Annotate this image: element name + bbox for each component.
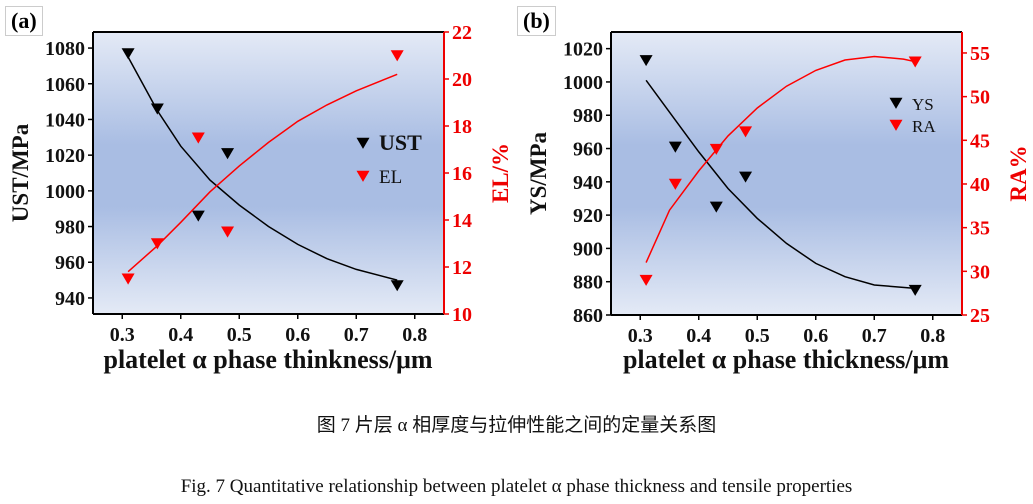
y2-tick-label: 18 (452, 116, 472, 138)
chart-b: 0.3 0.4 0.5 0.6 0.7 0.8 860 880 900 920 940 960 980 1… (526, 31, 1031, 374)
y-tick-label: 900 (573, 238, 603, 260)
fit-curve-ys (645, 79, 916, 290)
data-point-ra (908, 56, 922, 68)
x-tick-label: 0.5 (745, 325, 770, 347)
y-tick-label: 1080 (45, 38, 85, 60)
y2-tick-label: 10 (452, 304, 472, 326)
data-point-ra (639, 274, 653, 286)
data-point-ust (390, 280, 404, 292)
y2-tick-label: 25 (970, 305, 990, 327)
y-tick-label: 980 (573, 105, 603, 127)
y-axis-title: UST/MPa (8, 123, 33, 222)
y-tick-label: 1040 (45, 109, 85, 131)
data-point-ust (150, 103, 164, 115)
y-tick-label: 960 (55, 252, 85, 274)
data-point-ys (639, 55, 653, 67)
x-tick-label: 0.3 (110, 324, 135, 346)
y2-tick-label: 14 (452, 210, 472, 232)
y2-axis-title: RA% (1006, 145, 1031, 201)
chart-a: 0.3 0.4 0.5 0.6 0.7 0.89409609801000102010401… (8, 22, 513, 374)
y-tick-label: 1020 (45, 145, 85, 167)
y2-tick-label: 30 (970, 261, 990, 283)
y-tick-label: 1000 (45, 181, 85, 203)
y-tick-label: 880 (573, 272, 603, 294)
legend-label-ys: YS (912, 95, 934, 114)
x-tick-label: 0.5 (227, 324, 252, 346)
y2-axis-title: EL/% (488, 143, 513, 203)
y-tick-label: 940 (573, 172, 603, 194)
legend-marker-el (356, 170, 370, 182)
data-point-el (221, 226, 235, 238)
y2-tick-label: 12 (452, 257, 472, 279)
y2-tick-label: 40 (970, 174, 990, 196)
y-tick-label: 1060 (45, 74, 85, 96)
x-tick-label: 0.4 (686, 325, 711, 347)
y-tick-label: 1020 (563, 39, 603, 61)
data-point-ust (221, 148, 235, 160)
data-point-ust (121, 48, 135, 60)
data-point-ys (908, 284, 922, 296)
x-tick-label: 0.7 (862, 325, 887, 347)
y2-tick-label: 35 (970, 218, 990, 240)
y2-tick-label: 45 (970, 130, 990, 152)
data-point-ra (739, 126, 753, 138)
x-axis-title: platelet α phase thinkness/μm (103, 345, 432, 374)
y-tick-label: 960 (573, 139, 603, 161)
y2-tick-label: 50 (970, 87, 990, 109)
legend-marker-ra (889, 119, 903, 131)
fit-curve-ra (645, 55, 916, 263)
x-tick-label: 0.6 (803, 325, 828, 347)
data-point-el (121, 273, 135, 285)
figure-charts: 0.3 0.4 0.5 0.6 0.7 0.89409609801000102010401… (8, 22, 1031, 374)
x-tick-label: 0.8 (920, 325, 945, 347)
legend-label-ust: UST (379, 130, 422, 155)
data-point-el (390, 50, 404, 62)
y2-tick-label: 16 (452, 163, 472, 185)
y-tick-label: 980 (55, 217, 85, 239)
panel-a-label: (a) (5, 6, 43, 36)
x-tick-label: 0.6 (285, 324, 310, 346)
data-point-ys (709, 201, 723, 213)
x-tick-label: 0.4 (168, 324, 193, 346)
legend-label-el: EL (379, 167, 402, 188)
legend-marker-ust (356, 137, 370, 149)
y-tick-label: 860 (573, 305, 603, 327)
legend-marker-ys (889, 97, 903, 109)
data-point-ra (668, 178, 682, 190)
data-point-ys (668, 141, 682, 153)
data-point-el (191, 132, 205, 144)
y-tick-label: 920 (573, 205, 603, 227)
y2-tick-label: 20 (452, 69, 472, 91)
x-tick-label: 0.3 (628, 325, 653, 347)
fit-curve-ust (127, 56, 398, 281)
panel-b-label: (b) (517, 6, 556, 36)
caption-english: Fig. 7 Quantitative relationship between… (180, 476, 853, 497)
legend-label-ra: RA (912, 117, 936, 136)
data-point-el (150, 238, 164, 250)
caption-chinese: 图 7 片层 α 相厚度与拉伸性能之间的定量关系图 (316, 415, 717, 436)
plot-area (611, 32, 962, 315)
y-tick-label: 1000 (563, 72, 603, 94)
y-tick-label: 940 (55, 288, 85, 310)
data-point-ra (709, 143, 723, 155)
x-tick-label: 0.8 (402, 324, 427, 346)
y-axis-title: YS/MPa (526, 131, 551, 215)
y2-tick-label: 55 (970, 43, 990, 65)
fit-curve-el (127, 73, 398, 273)
y2-tick-label: 22 (452, 22, 472, 44)
x-axis-title: platelet α phase thickness/μm (623, 345, 949, 374)
data-point-ys (739, 171, 753, 183)
data-point-ust (191, 210, 205, 222)
x-tick-label: 0.7 (344, 324, 369, 346)
